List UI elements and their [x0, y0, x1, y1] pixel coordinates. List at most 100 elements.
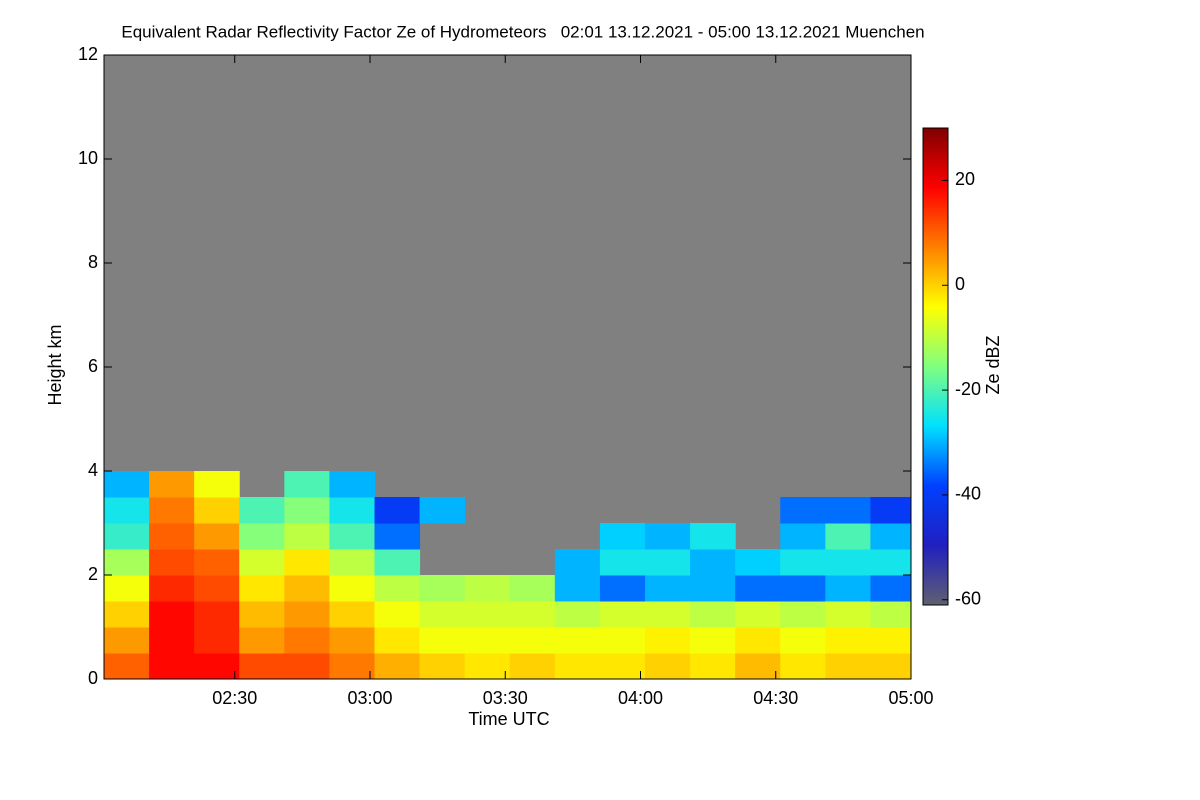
- heatmap-cell: [554, 653, 601, 680]
- heatmap-cell: [149, 601, 195, 628]
- heatmap-cell: [419, 653, 466, 680]
- heatmap-cell: [239, 653, 285, 680]
- heatmap-cell: [239, 575, 285, 602]
- heatmap-cell: [599, 523, 646, 550]
- heatmap-cell: [780, 549, 826, 576]
- heatmap-cell: [374, 653, 421, 680]
- heatmap-cell: [284, 653, 330, 680]
- heatmap-cell: [690, 653, 736, 680]
- heatmap-cell: [825, 549, 871, 576]
- heatmap-cell: [329, 627, 376, 654]
- heatmap-cell: [284, 575, 330, 602]
- heatmap-cell: [825, 601, 871, 628]
- colorbar-tick-label: -60: [955, 589, 981, 609]
- heatmap-cell: [825, 575, 871, 602]
- heatmap-cell: [374, 549, 421, 576]
- heatmap-cell: [419, 601, 466, 628]
- heatmap-cell: [870, 575, 912, 602]
- heatmap-cell: [780, 601, 826, 628]
- heatmap-cell: [690, 601, 736, 628]
- heatmap-cell: [780, 497, 826, 524]
- heatmap-cell: [104, 471, 150, 498]
- heatmap-cell: [645, 601, 691, 628]
- heatmap-cell: [825, 497, 871, 524]
- heatmap-cell: [149, 575, 195, 602]
- heatmap-cell: [419, 575, 466, 602]
- heatmap-cell: [104, 549, 150, 576]
- y-tick-label: 12: [78, 44, 98, 64]
- heatmap-cell: [735, 627, 781, 654]
- x-tick-label: 05:00: [888, 688, 933, 708]
- heatmap-cell: [464, 601, 511, 628]
- heatmap-cell: [509, 601, 556, 628]
- heatmap-cell: [599, 549, 646, 576]
- heatmap-cell: [104, 497, 150, 524]
- heatmap-cell: [239, 627, 285, 654]
- heatmap-cell: [329, 523, 376, 550]
- heatmap-cell: [870, 653, 912, 680]
- colorbar-tick-label: -20: [955, 379, 981, 399]
- heatmap-cell: [104, 523, 150, 550]
- heatmap-cell: [374, 523, 421, 550]
- heatmap-cell: [645, 523, 691, 550]
- heatmap-cell: [599, 627, 646, 654]
- heatmap-cell: [690, 575, 736, 602]
- heatmap-cell: [284, 627, 330, 654]
- heatmap-cell: [149, 471, 195, 498]
- colorbar-label: Ze dBZ: [983, 335, 1003, 394]
- x-axis-label: Time UTC: [468, 709, 549, 729]
- heatmap-cell: [239, 601, 285, 628]
- colorbar-tick-label: 20: [955, 169, 975, 189]
- heatmap-cell: [735, 549, 781, 576]
- heatmap-cell: [554, 627, 601, 654]
- heatmap-cell: [645, 653, 691, 680]
- heatmap-cell: [374, 575, 421, 602]
- heatmap-cell: [149, 627, 195, 654]
- heatmap-cell: [599, 653, 646, 680]
- heatmap-cell: [735, 601, 781, 628]
- heatmap-cell: [464, 627, 511, 654]
- heatmap-cell: [645, 549, 691, 576]
- heatmap-cell: [104, 575, 150, 602]
- heatmap-cell: [329, 497, 376, 524]
- heatmap-cell: [149, 523, 195, 550]
- heatmap-cell: [284, 549, 330, 576]
- heatmap-cell: [554, 601, 601, 628]
- x-tick-label: 03:00: [347, 688, 392, 708]
- heatmap-cell: [690, 627, 736, 654]
- y-tick-label: 0: [88, 668, 98, 688]
- heatmap-cell: [284, 601, 330, 628]
- heatmap-cell: [870, 627, 912, 654]
- heatmap-cell: [329, 575, 376, 602]
- heatmap-cell: [554, 549, 601, 576]
- heatmap-cell: [194, 523, 240, 550]
- x-tick-label: 02:30: [212, 688, 257, 708]
- heatmap-cell: [780, 575, 826, 602]
- colorbar: [922, 127, 949, 606]
- x-tick-label: 04:30: [753, 688, 798, 708]
- heatmap-cell: [374, 497, 421, 524]
- y-tick-label: 6: [88, 356, 98, 376]
- heatmap-cell: [780, 523, 826, 550]
- heatmap-cell: [194, 549, 240, 576]
- heatmap-cell: [104, 627, 150, 654]
- heatmap-cell: [825, 627, 871, 654]
- heatmap-cell: [104, 653, 150, 680]
- heatmap-cell: [194, 653, 240, 680]
- heatmap-cell: [870, 523, 912, 550]
- heatmap-cell: [239, 549, 285, 576]
- heatmap-cell: [870, 549, 912, 576]
- heatmap-cell: [194, 627, 240, 654]
- heatmap-cell: [149, 549, 195, 576]
- heatmap-cell: [735, 575, 781, 602]
- heatmap-cell: [284, 523, 330, 550]
- y-tick-label: 10: [78, 148, 98, 168]
- x-tick-label: 04:00: [618, 688, 663, 708]
- heatmap-cell: [284, 471, 330, 498]
- heatmap-cell: [419, 497, 466, 524]
- heatmap-cell: [464, 653, 511, 680]
- heatmap-cell: [329, 601, 376, 628]
- heatmap-cell: [509, 627, 556, 654]
- heatmap-cell: [645, 575, 691, 602]
